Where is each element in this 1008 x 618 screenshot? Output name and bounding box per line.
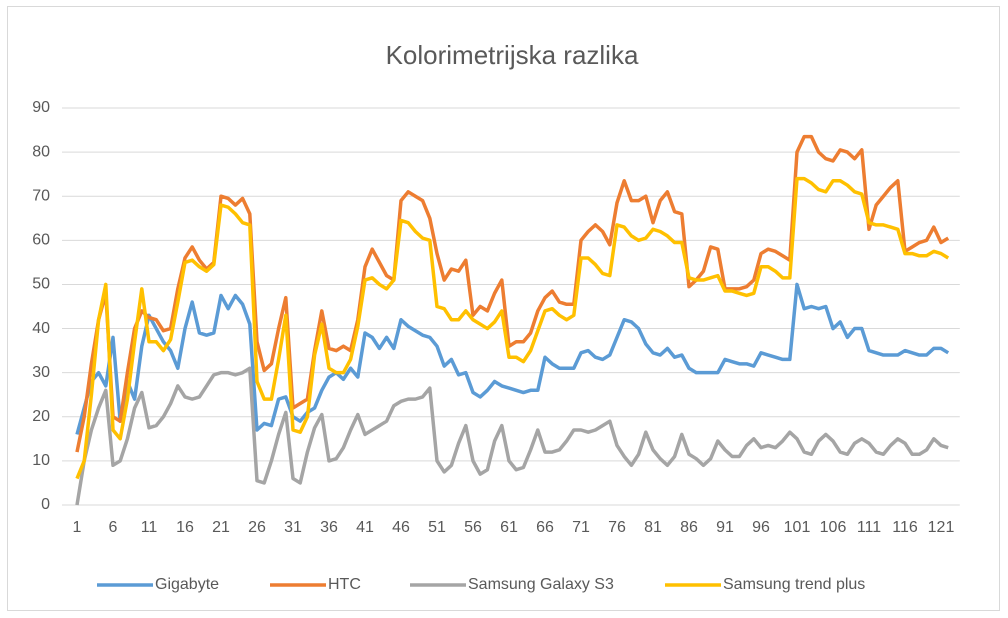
y-tick-label: 10: [32, 452, 50, 469]
x-tick-label: 21: [212, 519, 230, 536]
x-tick-label: 11: [141, 519, 158, 536]
legend-label: Gigabyte: [155, 576, 219, 593]
y-tick-label: 50: [32, 276, 50, 293]
x-tick-label: 96: [752, 519, 770, 536]
x-tick-label: 66: [536, 519, 554, 536]
x-tick-label: 6: [109, 519, 118, 536]
x-tick-label: 101: [784, 519, 811, 536]
legend-label: HTC: [328, 576, 361, 593]
chart-title: Kolorimetrijska razlika: [386, 40, 639, 70]
y-tick-label: 0: [41, 496, 50, 513]
series-line: [75, 282, 950, 435]
x-tick-label: 36: [320, 519, 338, 536]
x-tick-label: 1: [73, 519, 82, 536]
x-tick-label: 41: [356, 519, 374, 536]
x-tick-label: 71: [572, 519, 590, 536]
y-tick-label: 30: [32, 364, 50, 381]
x-tick-label: 26: [248, 519, 266, 536]
legend-label: Samsung trend plus: [723, 576, 865, 593]
y-tick-label: 70: [32, 187, 50, 204]
legend-label: Samsung Galaxy S3: [468, 576, 614, 593]
x-tick-label: 31: [284, 519, 302, 536]
x-tick-label: 76: [608, 519, 626, 536]
x-tick-label: 111: [857, 519, 881, 536]
x-tick-label: 81: [644, 519, 662, 536]
series-line: [75, 176, 950, 480]
x-tick-label: 116: [892, 519, 918, 536]
x-tick-label: 61: [500, 519, 518, 536]
y-tick-label: 60: [32, 232, 50, 249]
x-tick-label: 16: [176, 519, 194, 536]
y-tick-label: 80: [32, 143, 50, 160]
x-tick-label: 106: [820, 519, 847, 536]
x-tick-label: 46: [392, 519, 410, 536]
x-tick-label: 91: [716, 519, 734, 536]
x-tick-label: 56: [464, 519, 482, 536]
x-tick-label: 51: [428, 519, 446, 536]
x-tick-label: 86: [680, 519, 698, 536]
y-tick-label: 20: [32, 408, 50, 425]
series-line: [75, 366, 949, 506]
y-tick-label: 40: [32, 320, 50, 337]
y-tick-label: 90: [32, 99, 50, 116]
series-line: [75, 134, 950, 453]
x-tick-label: 121: [928, 519, 955, 536]
